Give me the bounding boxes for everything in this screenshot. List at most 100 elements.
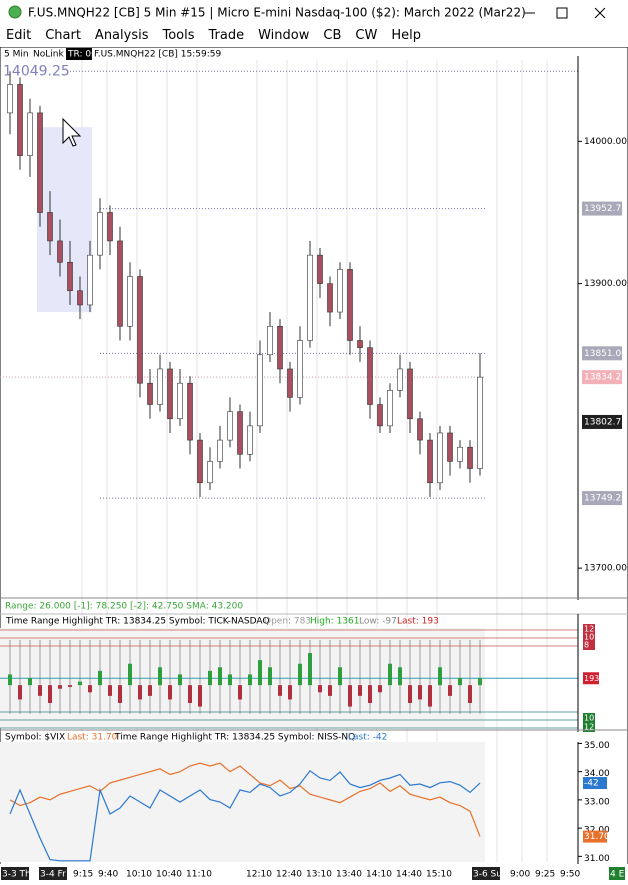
chart: 5 Min NoLink TR: 0sF.US.MNQH22 [CB] 15:59:… <box>0 47 628 885</box>
tick-bar <box>278 685 282 696</box>
tick-bar <box>398 667 402 686</box>
menu-item[interactable]: Help <box>391 28 421 43</box>
series-line <box>9 762 481 837</box>
candle-body <box>287 368 293 398</box>
tick-bar <box>148 685 152 696</box>
candle-body <box>207 461 213 484</box>
menu-item[interactable]: Edit <box>6 28 32 43</box>
last-box <box>583 672 599 685</box>
menu-item[interactable]: Analysis <box>94 28 149 43</box>
candle-body <box>37 112 43 213</box>
price-marker-label: 13952.75 <box>584 204 627 214</box>
y-tick-label: 13700.00 <box>584 564 627 574</box>
candle-body <box>427 439 433 484</box>
range-text: Range: 26.000 [-1]: 78.250 [-2]: 42.750 … <box>5 602 243 612</box>
x-tick-label: 13:40 <box>336 870 362 880</box>
x-tick-label: 12:10 <box>246 870 272 880</box>
symbol-time: F.US.MNQH22 [CB] 15:59:59 <box>94 50 221 60</box>
candle-body <box>27 112 33 156</box>
y-tick-label: 31.00 <box>584 854 610 864</box>
level-label: 8 <box>584 641 589 650</box>
menu-item[interactable]: Chart <box>45 28 81 43</box>
candle-body <box>67 261 73 292</box>
candle-body <box>127 276 133 327</box>
x-tick-label: 13:10 <box>306 870 332 880</box>
tick-bar <box>98 670 102 686</box>
last-box <box>583 830 607 843</box>
last-label: 193 <box>584 674 599 683</box>
tick-bar <box>408 685 412 703</box>
x-tick-label: 9:50 <box>560 870 580 880</box>
candle-body <box>57 240 63 263</box>
tick-bar <box>348 685 352 707</box>
candle-body <box>407 368 413 420</box>
tick-bar <box>88 685 92 693</box>
candle-body <box>457 446 463 462</box>
candle-body <box>77 290 83 306</box>
x-tick-label: 10:40 <box>156 870 182 880</box>
close-button[interactable] <box>594 7 606 19</box>
x-tick-label: 14:40 <box>396 870 422 880</box>
window-title: F.US.MNQH22 [CB] 5 Min #15 | Micro E-min… <box>28 6 526 20</box>
menu-item[interactable]: Trade <box>208 28 245 43</box>
candle-body <box>337 269 343 313</box>
tick-bar <box>258 660 262 686</box>
candle-body <box>217 439 223 462</box>
candle-body <box>417 418 423 441</box>
tick-bar <box>38 685 42 696</box>
candle-body <box>197 439 203 484</box>
tick-bar <box>218 667 222 686</box>
candle-body <box>157 368 163 405</box>
candle-body <box>97 212 103 256</box>
highlight-box <box>37 127 92 313</box>
level-box <box>583 640 595 650</box>
candle-body <box>7 84 13 114</box>
candle-body <box>397 368 403 391</box>
x-tick-label: 9:40 <box>98 870 118 880</box>
price-marker <box>582 491 622 506</box>
y-tick-label: 35.00 <box>584 741 610 751</box>
price-marker <box>582 201 622 216</box>
tick-bar <box>168 685 172 700</box>
panel-header: Last: -42 <box>348 733 387 743</box>
tick-bar <box>458 678 462 686</box>
price-marker-label: 13802.75 <box>584 417 627 427</box>
candle-body <box>17 84 23 156</box>
candle-body <box>187 382 193 441</box>
tick-bar <box>388 663 392 686</box>
candle-body <box>257 354 263 427</box>
x-tick-label: 3-3 Th <box>2 870 31 880</box>
tr: TR: 0s <box>67 50 96 60</box>
candle-body <box>327 283 333 313</box>
x-tick-label: 15:10 <box>426 870 452 880</box>
x-tick-label: 9:00 <box>510 870 530 880</box>
tick-bar <box>288 685 292 700</box>
panel-header: High: 1361 <box>310 617 359 627</box>
x-tick-label: 3-4 Fr <box>40 870 66 880</box>
candle-body <box>177 382 183 420</box>
tick-bar <box>158 667 162 686</box>
menu-item[interactable]: CW <box>355 28 378 43</box>
tick-bar <box>328 685 332 696</box>
tick-bar <box>28 678 32 686</box>
tick-bar <box>238 685 242 700</box>
candle-body <box>347 269 353 341</box>
tick-bar <box>478 678 482 686</box>
menu-item[interactable]: CB <box>323 28 342 43</box>
title-svg: F.US.MNQH22 [CB] 5 Min #15 | Micro E-min… <box>8 5 606 20</box>
tick-bar <box>338 667 342 686</box>
panel-header: Symbol: $VIX <box>5 733 65 743</box>
menu-item[interactable]: Window <box>258 28 310 43</box>
tick-bar <box>418 685 422 700</box>
date-box <box>609 867 625 880</box>
candle-body <box>367 347 373 405</box>
menu-item[interactable]: Tools <box>162 28 195 43</box>
x-tick-label: 12:40 <box>276 870 302 880</box>
interval: 5 Min <box>4 50 29 60</box>
candle-body <box>277 325 283 370</box>
tick-bar <box>188 685 192 703</box>
panel-header: Time Range Highlight TR: 13834.25 Symbol… <box>5 617 269 627</box>
maximize-button[interactable] <box>556 7 568 19</box>
candle-body <box>387 390 393 427</box>
candle-body <box>117 240 123 327</box>
